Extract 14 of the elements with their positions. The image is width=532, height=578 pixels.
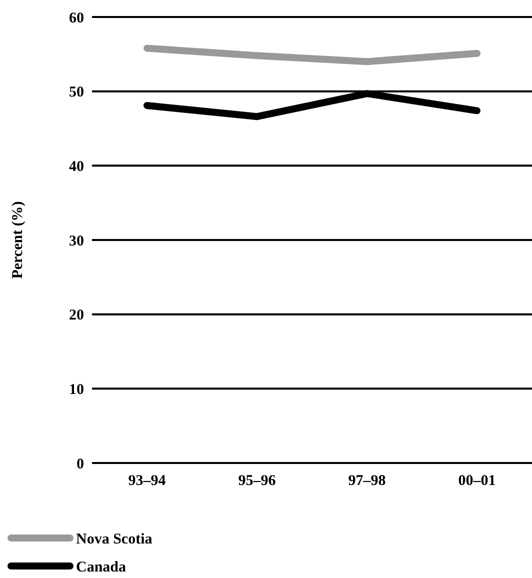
x-tick-label: 95–96 <box>238 473 276 489</box>
y-tick-label: 10 <box>69 382 84 398</box>
x-tick-label: 97–98 <box>348 473 386 489</box>
x-tick-label: 00–01 <box>458 473 496 489</box>
legend-label: Canada <box>76 559 127 576</box>
y-tick-label: 30 <box>69 233 84 250</box>
y-tick-label: 20 <box>69 308 84 324</box>
y-axis-title: Percent (%) <box>10 201 26 279</box>
y-tick-label: 0 <box>76 456 84 472</box>
y-tick-label: 50 <box>69 84 84 101</box>
x-tick-label: 93–94 <box>128 473 166 489</box>
y-tick-label: 40 <box>69 158 84 175</box>
legend-label: Nova Scotia <box>76 531 153 548</box>
y-tick-label: 60 <box>69 10 84 26</box>
